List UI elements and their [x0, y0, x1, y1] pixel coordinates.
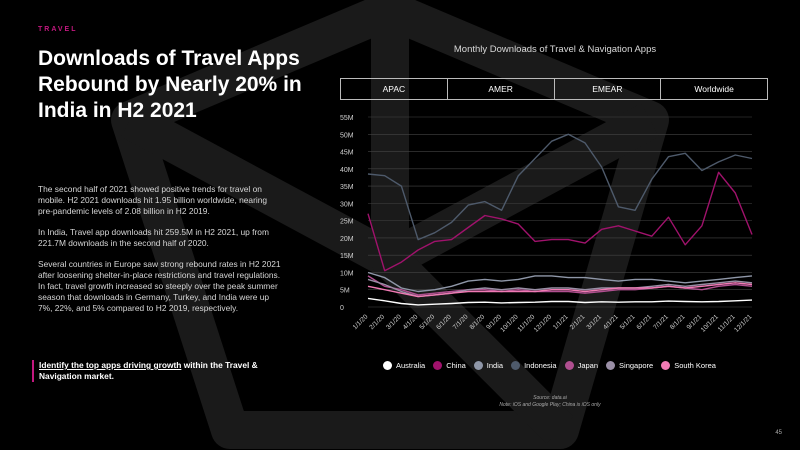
paragraph-2: In India, Travel app downloads hit 259.5…	[38, 227, 269, 248]
legend-label: India	[486, 361, 504, 370]
x-tick-label: 12/1/21	[733, 313, 754, 334]
legend-swatch	[606, 361, 616, 370]
legend-swatch	[564, 361, 574, 370]
x-tick-label: 6/1/20	[435, 313, 453, 331]
legend-label: China	[446, 361, 466, 370]
x-tick-label: 4/1/21	[602, 313, 620, 331]
y-tick-label: 45M	[340, 150, 354, 157]
page-number: 45	[775, 430, 782, 436]
series-line-indonesia	[367, 133, 753, 241]
x-tick-label: 12/1/20	[533, 313, 554, 334]
section-eyebrow: TRAVEL	[38, 26, 78, 33]
series-line-china	[367, 171, 753, 272]
x-tick-label: 2/1/21	[569, 313, 587, 331]
tab-emear[interactable]: EMEAR	[555, 79, 662, 99]
y-tick-label: 40M	[340, 167, 354, 174]
legend-label: Japan	[577, 361, 599, 370]
tab-apac[interactable]: APAC	[341, 79, 448, 99]
y-tick-label: 20M	[340, 236, 354, 243]
legend-item-india: India	[473, 361, 504, 370]
x-tick-label: 1/1/20	[352, 313, 370, 331]
page-headline: Downloads of Travel Apps Rebound by Near…	[38, 47, 302, 122]
legend-swatch	[661, 361, 671, 370]
legend-item-japan: Japan	[564, 361, 599, 370]
cta-rest: within the Travel & Navigation market.	[39, 360, 258, 381]
y-tick-label: 50M	[340, 132, 354, 139]
legend-swatch	[511, 361, 521, 370]
y-tick-label: 0	[340, 305, 344, 312]
y-tick-label: 5M	[340, 288, 350, 295]
tab-worldwide[interactable]: Worldwide	[694, 84, 734, 94]
legend-item-china: China	[433, 361, 466, 370]
y-tick-label: 30M	[340, 201, 354, 208]
x-tick-label: 7/1/20	[452, 313, 470, 331]
x-tick-label: 3/1/21	[585, 313, 603, 331]
legend-swatch	[473, 361, 483, 370]
y-tick-label: 10M	[340, 270, 354, 277]
legend-label: Singapore	[619, 361, 654, 370]
x-tick-label: 1/1/21	[552, 313, 570, 331]
x-tick-label: 2/1/20	[368, 313, 386, 331]
source-line: Source: data.ai	[533, 395, 567, 401]
legend-item-south-korea: South Korea	[661, 361, 716, 370]
series-line-india	[367, 271, 753, 293]
series-line-australia	[367, 297, 753, 306]
chart-title: Monthly Downloads of Travel & Navigation…	[453, 44, 657, 55]
y-tick-label: 25M	[340, 219, 354, 226]
chart-legend: Australia China India Indonesia Japan Singapo…	[383, 361, 716, 370]
y-tick-label: 15M	[340, 253, 354, 260]
x-tick-label: 7/1/21	[652, 313, 670, 331]
source-note: Source: data.ai Note: iOS and Google Pla…	[450, 395, 650, 409]
legend-swatch	[433, 361, 443, 370]
legend-label: Australia	[396, 361, 426, 370]
legend-label: South Korea	[674, 361, 716, 370]
x-tick-label: 10/1/20	[499, 313, 520, 334]
x-tick-label: 8/1/20	[469, 313, 487, 331]
legend-item-singapore: Singapore	[606, 361, 653, 370]
legend-item-australia: Australia	[383, 361, 425, 370]
x-tick-label: 5/1/20	[418, 313, 436, 331]
note-line: Note: iOS and Google Play; China is iOS …	[499, 402, 601, 408]
region-tabs: APAC AMER EMEAR Worldwide	[340, 78, 768, 100]
x-tick-label: 8/1/21	[669, 313, 687, 331]
cta-callout: Identify the top apps driving growth wit…	[32, 360, 269, 382]
x-tick-label: 4/1/20	[402, 313, 420, 331]
legend-swatch	[383, 361, 392, 370]
tab-amer[interactable]: AMER	[448, 79, 555, 99]
paragraph-3: Several countries in Europe saw strong r…	[38, 259, 281, 313]
y-tick-label: 55M	[340, 115, 354, 122]
x-tick-label: 10/1/21	[700, 313, 721, 334]
y-tick-label: 35M	[340, 184, 354, 191]
x-tick-label: 3/1/20	[385, 313, 403, 331]
x-tick-label: 5/1/21	[619, 313, 637, 331]
legend-item-indonesia: Indonesia	[511, 361, 557, 370]
cta-link[interactable]: Identify the top apps driving growth	[39, 360, 182, 370]
series-line-south-korea	[367, 282, 753, 298]
paragraph-1: The second half of 2021 showed positive …	[38, 184, 268, 216]
x-tick-label: 6/1/21	[636, 313, 654, 331]
body-text: The second half of 2021 showed positive …	[38, 184, 283, 324]
legend-label: Indonesia	[524, 361, 557, 370]
